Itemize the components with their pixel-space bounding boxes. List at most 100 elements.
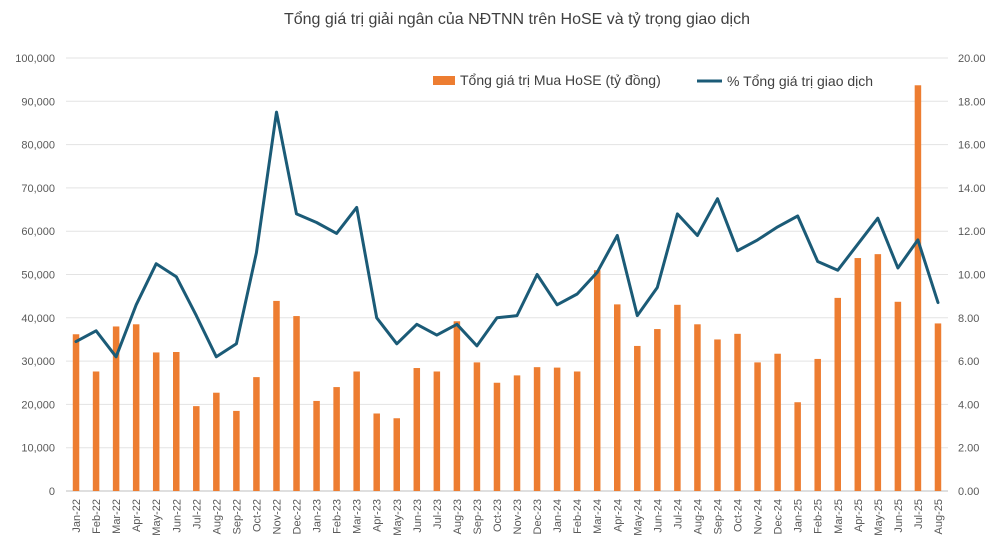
chart-title: Tổng giá trị giải ngân của NĐTNN trên Ho… bbox=[284, 10, 750, 28]
x-tick-label: Jul-22 bbox=[191, 499, 203, 529]
bar-jan-24 bbox=[554, 368, 561, 491]
x-tick-label: Sep-22 bbox=[231, 499, 243, 534]
bar-mar-25 bbox=[835, 298, 842, 491]
bar-dec-23 bbox=[534, 367, 541, 491]
x-tick-label: Apr-25 bbox=[853, 499, 865, 532]
x-tick-label: Jun-24 bbox=[652, 499, 664, 533]
x-tick-label: Jul-23 bbox=[432, 499, 444, 529]
x-tick-label: Jan-25 bbox=[793, 499, 805, 533]
x-tick-label: Nov-24 bbox=[753, 499, 765, 534]
x-tick-label: Aug-22 bbox=[211, 499, 223, 534]
y-right-tick-label: 6.00 bbox=[958, 356, 979, 368]
y-left-tick-label: 10,000 bbox=[21, 443, 55, 455]
legend-swatch-bar bbox=[433, 76, 455, 85]
x-tick-label: Jan-24 bbox=[552, 499, 564, 533]
x-tick-label: May-24 bbox=[632, 499, 644, 536]
legend-label-line: % Tổng giá trị giao dịch bbox=[727, 73, 873, 89]
x-tick-label: Feb-25 bbox=[813, 499, 825, 534]
bar-aug-23 bbox=[454, 321, 461, 491]
y-left-tick-label: 50,000 bbox=[21, 270, 55, 282]
x-tick-label: Oct-24 bbox=[733, 499, 745, 532]
x-tick-label: Oct-22 bbox=[251, 499, 263, 532]
x-tick-label: Dec-23 bbox=[532, 499, 544, 534]
bar-sep-24 bbox=[714, 339, 721, 491]
bar-oct-24 bbox=[734, 334, 741, 491]
bar-may-24 bbox=[634, 346, 641, 491]
bar-mar-24 bbox=[594, 270, 601, 491]
bar-apr-25 bbox=[855, 258, 862, 491]
bar-may-23 bbox=[394, 418, 401, 491]
x-tick-label: Jul-24 bbox=[672, 499, 684, 529]
bar-oct-22 bbox=[253, 377, 260, 491]
y-right-tick-label: 20.00 bbox=[958, 53, 986, 65]
bar-apr-22 bbox=[133, 324, 140, 491]
x-tick-label: Jan-23 bbox=[312, 499, 324, 533]
legend-label-bar: Tổng giá trị Mua HoSE (tỷ đồng) bbox=[460, 72, 661, 88]
x-tick-label: Nov-23 bbox=[512, 499, 524, 534]
bar-jun-22 bbox=[173, 352, 180, 491]
x-tick-label: Sep-23 bbox=[472, 499, 484, 534]
bar-nov-22 bbox=[273, 301, 280, 491]
x-tick-label: Jun-23 bbox=[412, 499, 424, 533]
x-tick-label: Jun-22 bbox=[171, 499, 183, 533]
bar-aug-25 bbox=[935, 323, 942, 491]
y-right-tick-label: 12.00 bbox=[958, 226, 986, 238]
y-left-tick-label: 70,000 bbox=[21, 183, 55, 195]
y-left-tick-label: 100,000 bbox=[15, 53, 55, 65]
bar-dec-24 bbox=[774, 354, 781, 491]
y-left-tick-label: 80,000 bbox=[21, 140, 55, 152]
bar-oct-23 bbox=[494, 383, 501, 491]
line-series-percent bbox=[76, 112, 938, 357]
x-tick-label: Mar-23 bbox=[352, 499, 364, 534]
x-tick-label: Dec-24 bbox=[773, 499, 785, 534]
x-tick-label: Mar-22 bbox=[111, 499, 123, 534]
bar-mar-23 bbox=[353, 371, 360, 491]
bar-aug-22 bbox=[213, 393, 220, 491]
x-tick-label: Aug-23 bbox=[452, 499, 464, 534]
x-tick-label: May-22 bbox=[151, 499, 163, 536]
x-tick-label: Apr-24 bbox=[612, 499, 624, 532]
x-tick-label: Feb-23 bbox=[332, 499, 344, 534]
bar-jan-25 bbox=[794, 402, 801, 491]
bar-nov-24 bbox=[754, 362, 761, 491]
y-right-tick-label: 16.00 bbox=[958, 140, 986, 152]
x-tick-label: Jul-25 bbox=[913, 499, 925, 529]
y-left-tick-label: 40,000 bbox=[21, 313, 55, 325]
bar-jul-22 bbox=[193, 406, 200, 491]
y-right-tick-label: 8.00 bbox=[958, 313, 979, 325]
x-tick-label: May-23 bbox=[392, 499, 404, 536]
y-left-tick-label: 90,000 bbox=[21, 96, 55, 108]
bar-aug-24 bbox=[694, 324, 701, 491]
bar-jul-23 bbox=[434, 371, 441, 491]
y-left-tick-label: 20,000 bbox=[21, 399, 55, 411]
y-right-tick-label: 0.00 bbox=[958, 486, 979, 498]
bar-jun-24 bbox=[654, 329, 661, 491]
bar-jan-23 bbox=[313, 401, 320, 491]
y-right-tick-label: 4.00 bbox=[958, 399, 979, 411]
bar-feb-24 bbox=[574, 371, 581, 491]
x-tick-label: Aug-24 bbox=[692, 499, 704, 534]
bar-may-25 bbox=[875, 254, 882, 491]
bar-jul-25 bbox=[915, 85, 922, 491]
bar-jun-23 bbox=[414, 368, 421, 491]
x-tick-label: Mar-25 bbox=[833, 499, 845, 534]
x-tick-label: Jan-22 bbox=[71, 499, 83, 533]
x-tick-label: Apr-23 bbox=[372, 499, 384, 532]
y-left-tick-label: 30,000 bbox=[21, 356, 55, 368]
bar-feb-22 bbox=[93, 371, 100, 491]
x-tick-label: Jun-25 bbox=[893, 499, 905, 533]
bar-dec-22 bbox=[293, 316, 300, 491]
bar-apr-23 bbox=[373, 413, 380, 491]
y-right-tick-label: 14.00 bbox=[958, 183, 986, 195]
x-tick-label: May-25 bbox=[873, 499, 885, 536]
bar-jul-24 bbox=[674, 305, 681, 491]
x-tick-label: Aug-25 bbox=[933, 499, 945, 534]
bar-jun-25 bbox=[895, 302, 902, 491]
x-tick-label: Sep-24 bbox=[712, 499, 724, 534]
bar-nov-23 bbox=[514, 375, 521, 491]
x-tick-label: Nov-22 bbox=[271, 499, 283, 534]
y-right-tick-label: 2.00 bbox=[958, 443, 979, 455]
bar-may-22 bbox=[153, 352, 160, 491]
